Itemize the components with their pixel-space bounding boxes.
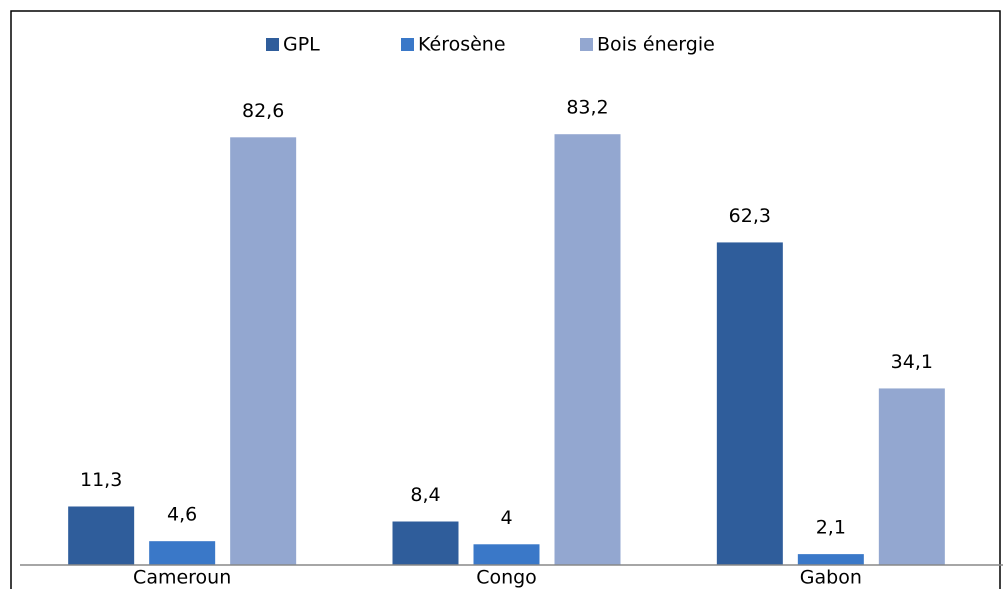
bar <box>392 521 459 565</box>
x-tick-label: Congo <box>476 567 537 589</box>
legend-label: GPL <box>283 34 320 56</box>
bar <box>797 554 864 565</box>
data-label: 4 <box>500 507 512 529</box>
bar <box>716 242 783 565</box>
bar <box>149 541 216 565</box>
bar <box>68 506 135 565</box>
legend-swatch <box>401 38 414 51</box>
bar <box>230 137 297 565</box>
data-label: 34,1 <box>891 351 933 373</box>
data-label: 11,3 <box>80 469 122 491</box>
data-label: 4,6 <box>167 504 197 526</box>
bar <box>473 544 540 565</box>
legend-label: Bois énergie <box>597 34 715 56</box>
legend-swatch <box>580 38 593 51</box>
data-label: 2,1 <box>816 517 846 539</box>
data-label: 82,6 <box>242 100 284 122</box>
x-tick-label: Gabon <box>800 567 862 589</box>
x-tick-label: Cameroun <box>133 567 231 589</box>
data-label: 62,3 <box>729 205 771 227</box>
legend-label: Kérosène <box>418 34 506 56</box>
data-label: 83,2 <box>566 97 608 119</box>
bar <box>554 134 621 565</box>
chart-frame <box>10 10 1001 589</box>
legend-swatch <box>266 38 279 51</box>
data-label: 8,4 <box>410 484 440 506</box>
bar <box>878 388 945 565</box>
